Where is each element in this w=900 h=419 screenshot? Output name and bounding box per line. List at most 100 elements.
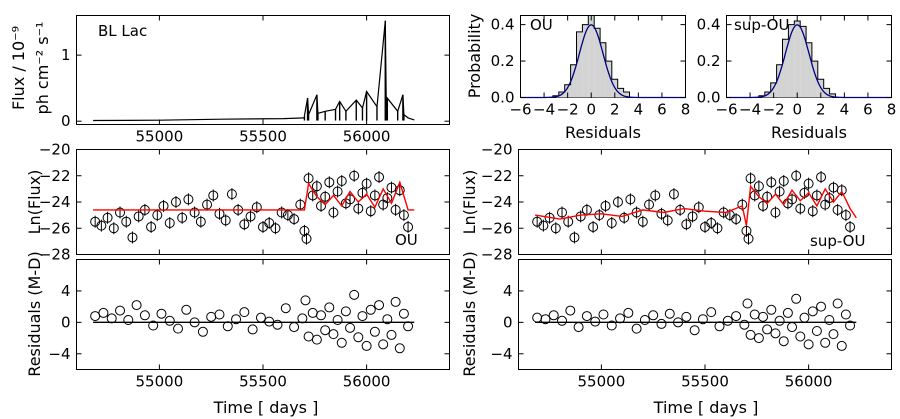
hist-ou-bar	[588, 15, 595, 98]
hist-supou-xtick-label: 6	[863, 101, 873, 119]
flux-annotation: BL Lac	[98, 22, 147, 40]
lnflux-supou-point	[741, 225, 752, 236]
resid-supou-xtick-label: 55500	[681, 373, 729, 391]
lnflux-supou-point	[588, 221, 599, 232]
resid-supou-point	[606, 320, 617, 331]
resid-ou-xlabel: Time [ days ]	[213, 398, 319, 417]
hist-supou-bar	[782, 39, 789, 98]
lnflux-ou-point	[398, 210, 409, 221]
resid-ou-point	[340, 306, 351, 317]
resid-ou-point	[398, 308, 409, 319]
flux-xtick-label: 55500	[239, 128, 287, 146]
lnflux-ou-point	[245, 211, 256, 222]
lnflux-ou-point	[146, 221, 157, 232]
hist-supou-bar	[811, 61, 818, 98]
resid-ou-point	[357, 311, 368, 322]
lnflux-supou-ticks: −28 −26 −24 −22 −20	[481, 141, 892, 264]
lnflux-supou-point	[766, 177, 777, 188]
hist-ou-xlabel: Residuals	[565, 123, 641, 142]
resid-ou-point	[222, 321, 233, 332]
resid-ou-point	[297, 313, 308, 324]
resid-ou-point	[311, 334, 322, 345]
hist-ou-xtick-label: 6	[657, 101, 667, 119]
lnflux-ou-point	[336, 176, 347, 186]
lnflux-ou-point	[311, 181, 322, 192]
resid-supou-point	[639, 315, 650, 325]
hist-ou-bar	[582, 24, 589, 98]
resid-ou-point	[115, 305, 126, 316]
resid-supou-point	[598, 309, 609, 320]
resid-supou-point	[623, 307, 634, 318]
resid-supou-point	[664, 308, 675, 319]
lnflux-supou-ytick-label: −28	[481, 246, 513, 264]
flux-panel: 55000 55500 56000 0 1 BL Lac Flux / 10⁻⁹ ph …	[9, 15, 450, 146]
lnflux-supou-point	[650, 190, 661, 201]
resid-supou-xtick-label: 56000	[785, 373, 833, 391]
resid-supou-point	[557, 315, 568, 326]
resid-supou-point	[832, 298, 843, 309]
resid-ou-point	[197, 326, 208, 337]
hist-ou-xtick-label: −6	[509, 101, 531, 119]
lnflux-supou-ytick-label: −22	[481, 167, 513, 185]
resid-supou-ytick-label: −4	[490, 345, 512, 363]
lnflux-supou-point	[770, 207, 781, 218]
lnflux-ou-point	[251, 202, 262, 213]
resid-ou-xtick-label: 55000	[136, 373, 184, 391]
resid-supou-point	[795, 331, 806, 342]
resid-ou-point	[320, 325, 331, 336]
resid-ou-axes-frame	[76, 259, 450, 370]
resid-ou-point	[289, 322, 300, 333]
hist-ou-xtick-label: −4	[533, 101, 555, 119]
lnflux-supou-point	[619, 212, 630, 223]
hist-supou-bar	[823, 88, 830, 98]
lnflux-ou-ytick-label: −20	[39, 141, 71, 159]
resid-supou-point	[840, 309, 851, 320]
hist-ou-bar	[605, 61, 612, 98]
resid-supou-point	[828, 329, 839, 340]
lnflux-supou-point	[774, 186, 785, 197]
resid-supou-point	[673, 317, 684, 328]
resid-supou-point	[787, 322, 798, 333]
lnflux-supou-point	[644, 199, 655, 210]
lnflux-ou-point	[270, 223, 281, 234]
hist-supou-panel: −6 −4 −2 0 2 4 6 8 0.0 0.2 0.4 sup-OU Residuals	[697, 15, 896, 142]
resid-supou-point	[774, 315, 785, 326]
lnflux-ou-point	[369, 190, 380, 201]
hist-supou-bar	[800, 26, 807, 98]
resid-supou-point	[573, 322, 584, 333]
hist-supou-ytick-label: 0.0	[697, 89, 721, 107]
resid-ou-point	[156, 308, 167, 319]
lnflux-supou-point	[840, 210, 851, 221]
flux-ylabel-line1: Flux / 10⁻⁹	[9, 26, 28, 110]
resid-ou-ylabel: Residuals (M-D)	[25, 251, 44, 376]
resid-supou-point	[749, 309, 760, 320]
resid-ou-point	[231, 314, 242, 325]
hist-ou-annotation: OU	[530, 16, 553, 34]
lnflux-ou-point	[264, 218, 275, 228]
resid-ou-ytick-label: −4	[48, 345, 70, 363]
flux-series-line	[93, 117, 305, 122]
resid-supou-point	[803, 339, 814, 350]
resid-ou-point	[173, 323, 184, 334]
lnflux-ou-point	[121, 216, 132, 227]
lnflux-supou-annotation: sup-OU	[810, 232, 865, 250]
lnflux-ou-ytick-label: −22	[39, 167, 71, 185]
lnflux-supou-point	[656, 208, 667, 219]
resid-supou-point	[581, 311, 592, 322]
lnflux-ou-point	[202, 199, 213, 210]
resid-ou-point	[374, 300, 385, 311]
hist-ou-ytick-label: 0.2	[491, 52, 515, 70]
lnflux-ou-point	[127, 232, 138, 243]
lnflux-ou-point	[349, 170, 360, 181]
lnflux-ou-point	[108, 223, 119, 234]
hist-supou-xtick-label: 2	[816, 101, 826, 119]
lnflux-supou-point	[625, 194, 636, 205]
flux-series-line	[303, 20, 415, 121]
lnflux-ou-point	[394, 185, 405, 196]
resid-supou-point	[782, 307, 793, 318]
hist-supou-annotation: sup-OU	[734, 16, 789, 34]
resid-supou-point	[590, 316, 601, 327]
flux-xtick-label: 56000	[343, 128, 391, 146]
lnflux-supou-ytick-label: −20	[481, 141, 513, 159]
lnflux-supou-point	[816, 172, 827, 183]
